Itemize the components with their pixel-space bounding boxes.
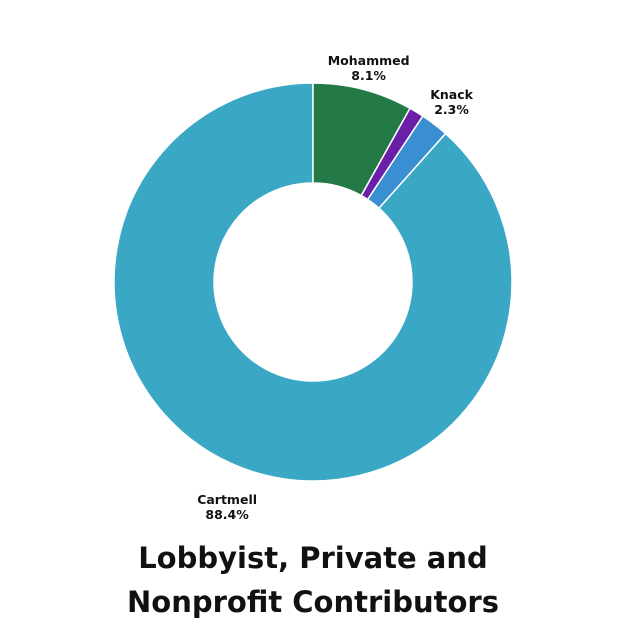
slice-label-name-cartmell: Cartmell [197, 492, 257, 507]
slices-group [113, 82, 513, 482]
slice-label-name-mohammed: Mohammed [328, 53, 410, 68]
donut-chart: Cartmell 88.4% Knack 2.3% Mohammed 8.1% [113, 53, 513, 522]
chart-title-line-2: Nonprofit Contributors [127, 585, 499, 619]
slice-label-value-mohammed: 8.1% [351, 68, 386, 83]
slice-label-value-knack: 2.3% [434, 102, 469, 117]
chart-title: Lobbyist, Private and Nonprofit Contribu… [0, 536, 626, 624]
slice-cartmell [113, 82, 513, 482]
chart-title-line-1: Lobbyist, Private and [138, 541, 488, 575]
slice-knack [366, 114, 447, 210]
slice-label-value-cartmell: 88.4% [205, 507, 249, 522]
slice-mohammed [312, 82, 411, 197]
slice-label-name-knack: Knack [430, 87, 473, 102]
